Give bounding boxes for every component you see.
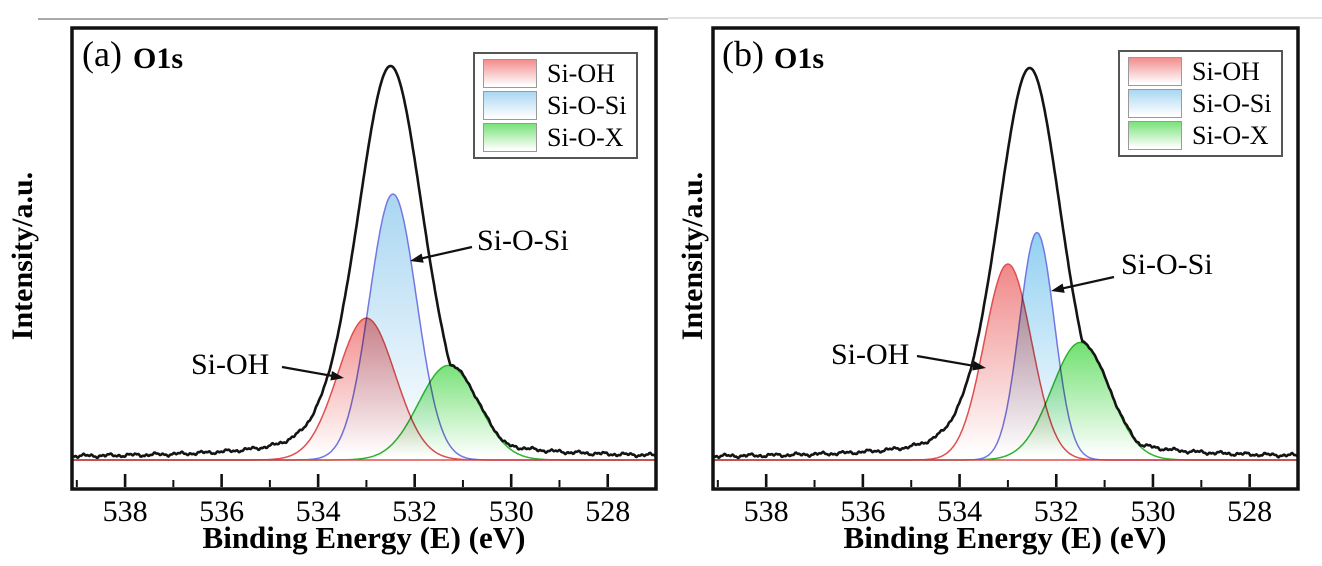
- legend-swatch-si-oh: [1128, 57, 1182, 86]
- panel-a-xlabel: Binding Energy (E) (eV): [202, 520, 526, 555]
- legend-label-si-oh: Si-OH: [1192, 56, 1260, 86]
- panel-a-legend: Si-OH Si-O-Si Si-O-X: [473, 52, 639, 159]
- legend-item-si-o-si: Si-O-Si: [1128, 89, 1271, 118]
- x-tick-label: 530: [489, 495, 534, 528]
- x-tick-label: 536: [840, 495, 885, 528]
- legend-label-si-o-x: Si-O-X: [1192, 120, 1269, 150]
- legend-label-si-o-si: Si-O-Si: [547, 90, 627, 120]
- envelope-curve: [71, 64, 657, 460]
- legend-item-si-o-x: Si-O-X: [1128, 121, 1271, 150]
- panel-a-label: (a): [82, 34, 122, 74]
- panel-a-annotation-si-o-si: Si-O-Si: [477, 224, 569, 257]
- legend-swatch-si-oh: [483, 59, 537, 88]
- legend-item-si-o-x: Si-O-X: [483, 123, 626, 152]
- panel-b-xlabel: Binding Energy (E) (eV): [843, 520, 1167, 555]
- x-tick-label: 530: [1130, 495, 1175, 528]
- x-tick-label: 538: [744, 495, 789, 528]
- legend-swatch-si-o-x: [1128, 121, 1182, 150]
- x-tick-label: 534: [296, 495, 341, 528]
- legend-item-si-oh: Si-OH: [483, 59, 626, 88]
- annotation-arrow-line: [1059, 275, 1115, 291]
- panel-a-ylabel: Intensity/a.u.: [6, 171, 39, 341]
- legend-swatch-si-o-si: [483, 91, 537, 120]
- annotation-arrow-head: [330, 371, 344, 381]
- annotation-arrow-line: [418, 245, 473, 261]
- panel-a-annotation-si-oh: Si-OH: [191, 348, 270, 381]
- legend-label-si-o-si: Si-O-Si: [1192, 88, 1272, 118]
- panel-b-legend: Si-OH Si-O-Si Si-O-X: [1118, 50, 1284, 157]
- x-tick-label: 536: [199, 495, 244, 528]
- legend-item-si-o-si: Si-O-Si: [483, 91, 626, 120]
- x-tick-label: 528: [1227, 495, 1272, 528]
- annotation-arrow-line: [916, 354, 978, 368]
- panel-b-annotation-si-oh: Si-OH: [831, 338, 910, 371]
- panel-b-title: O1s: [774, 42, 825, 75]
- annotation-arrow-line: [281, 365, 336, 378]
- legend-label-si-oh: Si-OH: [547, 58, 615, 88]
- x-tick-label: 528: [585, 495, 630, 528]
- panel-b-ylabel: Intensity/a.u.: [676, 171, 709, 341]
- panel-b-label: (b): [722, 34, 764, 74]
- legend-item-si-oh: Si-OH: [1128, 57, 1271, 86]
- x-tick-label: 534: [937, 495, 982, 528]
- annotation-arrow-head: [1051, 283, 1065, 293]
- plot-frame: [70, 26, 658, 491]
- panel-a-title: O1s: [133, 42, 184, 75]
- panel-b-annotation-si-o-si: Si-O-Si: [1121, 248, 1213, 281]
- x-tick-label: 538: [103, 495, 148, 528]
- x-tick-label: 532: [1034, 495, 1079, 528]
- x-tick-label: 532: [392, 495, 437, 528]
- top-divider-left: [38, 18, 668, 20]
- envelope-curve: [712, 66, 1299, 460]
- legend-swatch-si-o-si: [1128, 89, 1182, 118]
- plot-frame: [711, 26, 1300, 491]
- top-divider-right: [668, 17, 1322, 19]
- annotation-arrow-head: [972, 361, 986, 371]
- legend-swatch-si-o-x: [483, 123, 537, 152]
- legend-label-si-o-x: Si-O-X: [547, 122, 624, 152]
- annotation-arrow-head: [410, 253, 424, 263]
